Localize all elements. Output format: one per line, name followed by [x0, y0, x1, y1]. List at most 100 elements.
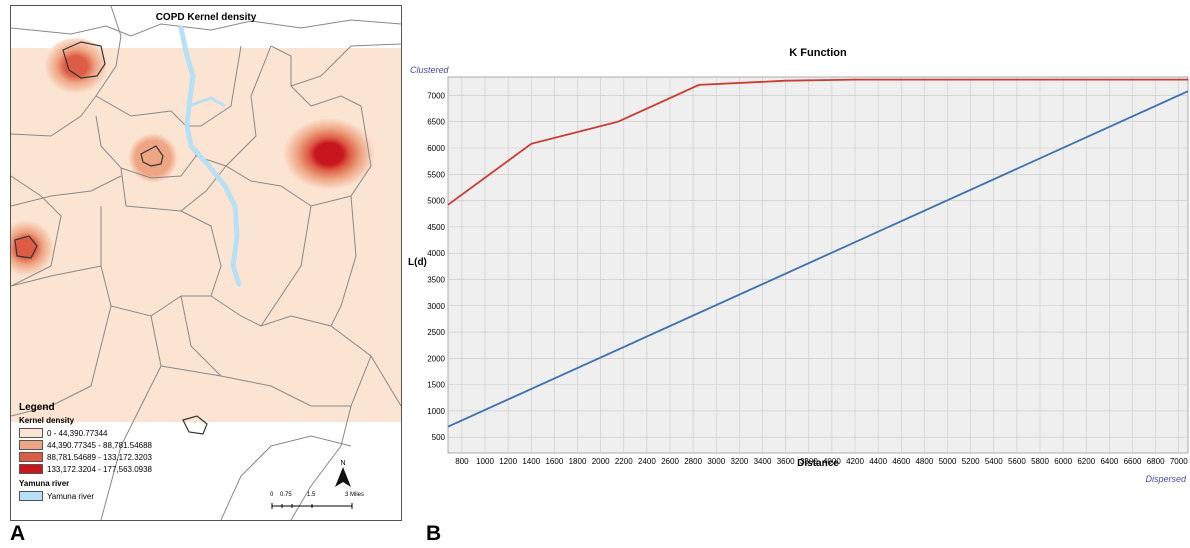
kernel-density-map: COPD Kernel density Legend Kernel densit…	[10, 5, 402, 521]
x-tick-label: 2800	[684, 457, 702, 466]
x-tick-label: 1000	[476, 457, 494, 466]
legend-class-row: 133,172.3204 - 177,563.0938	[19, 463, 152, 475]
yamuna-river	[178, 25, 242, 287]
x-tick-label: 3200	[730, 457, 748, 466]
hotspot-west	[11, 220, 54, 276]
observed-k-line	[447, 78, 1188, 206]
y-tick-label: 1000	[427, 407, 445, 416]
x-tick-label: 3000	[707, 457, 725, 466]
y-tick-label: 1500	[427, 381, 445, 390]
legend-class-row: 0 - 44,390.77344	[19, 427, 152, 439]
scale-tick-label: 1.5	[307, 492, 316, 498]
x-tick-label: 1200	[499, 457, 517, 466]
x-tick-label: 4600	[892, 457, 910, 466]
x-tick-label: 6600	[1124, 457, 1142, 466]
x-tick-label: 3400	[754, 457, 772, 466]
legend-river-title: Yamuna river	[19, 479, 70, 488]
y-tick-label: 2500	[427, 328, 445, 337]
legend-class-label: 133,172.3204 - 177,563.0938	[47, 464, 152, 474]
legend-swatch	[19, 452, 43, 462]
panel-label-a: A	[10, 522, 26, 545]
legend-river-swatch	[19, 491, 43, 501]
grid-lines	[448, 77, 1188, 453]
x-tick-label: 1400	[522, 457, 540, 466]
x-tick-label: 5400	[985, 457, 1003, 466]
scale-tick-label: 0.75	[280, 492, 292, 498]
x-tick-label: 6200	[1077, 457, 1095, 466]
scale-bar-shape	[271, 503, 353, 509]
x-tick-label: 4200	[846, 457, 864, 466]
x-axis-label: Distance	[797, 458, 839, 469]
y-tick-label: 2000	[427, 354, 445, 363]
north-arrow-shape	[335, 467, 351, 487]
plot-area	[447, 76, 1189, 454]
scale-bar: 0 0.75 1.5 3 Miles	[267, 492, 377, 512]
y-tick-label: 3500	[427, 275, 445, 284]
x-tick-label: 7000	[1170, 457, 1188, 466]
y-tick-label: 500	[432, 433, 446, 442]
legend-river-row: Yamuna river	[19, 490, 152, 502]
x-tick-label: 2600	[661, 457, 679, 466]
y-tick-labels: 500 1000 1500 2000 2500 3000 3500 4000 4500 5000 5…	[427, 91, 445, 442]
y-tick-label: 4500	[427, 223, 445, 232]
legend-class-label: 0 - 44,390.77344	[47, 428, 108, 438]
x-tick-labels: 800 1000 1200 1400 1600 1800 2000 2200 2400 2600 2…	[455, 457, 1188, 466]
hotspot-center	[128, 133, 178, 183]
legend-class-row: 88,781.54689 - 133,172.3203	[19, 451, 152, 463]
x-tick-label: 6400	[1100, 457, 1118, 466]
chart-title: K Function	[789, 47, 847, 59]
x-tick-label: 3600	[777, 457, 795, 466]
hotspot-north-west	[44, 38, 108, 94]
map-canvas	[11, 6, 401, 520]
y-tick-label: 5500	[427, 170, 445, 179]
x-tick-label: 5200	[962, 457, 980, 466]
x-tick-label: 1600	[545, 457, 563, 466]
x-tick-label: 6000	[1054, 457, 1072, 466]
scale-tick-label: 0	[270, 492, 274, 498]
x-tick-label: 1800	[569, 457, 587, 466]
data-series	[447, 78, 1189, 428]
legend-swatch	[19, 440, 43, 450]
density-raster	[11, 48, 401, 422]
x-tick-label: 800	[455, 457, 469, 466]
x-tick-label: 3800	[800, 457, 818, 466]
y-tick-label: 4000	[427, 249, 445, 258]
x-tick-label: 5000	[939, 457, 957, 466]
area-outline-3	[14, 235, 38, 259]
y-tick-label: 6500	[427, 118, 445, 127]
clustered-note: Clustered	[410, 65, 450, 75]
legend-class-row: 44,390.77345 - 88,781.54688	[19, 439, 152, 451]
panel-label-b: B	[426, 522, 442, 545]
x-tick-label: 4800	[915, 457, 933, 466]
legend-heading: Legend	[19, 402, 55, 413]
x-tick-label: 5600	[1008, 457, 1026, 466]
y-tick-label: 6000	[427, 144, 445, 153]
x-tick-label: 2200	[615, 457, 633, 466]
legend-river-label: Yamuna river	[47, 491, 94, 501]
yamuna-river-branch	[188, 96, 226, 108]
area-outline-2	[140, 145, 164, 167]
legend-swatch	[19, 464, 43, 474]
y-tick-label: 7000	[427, 91, 445, 100]
x-tick-label: 4000	[823, 457, 841, 466]
area-outline-1	[62, 41, 106, 79]
north-label: N	[340, 460, 346, 467]
expected-k-line	[447, 90, 1189, 428]
y-axis-label: L(d)	[408, 257, 427, 268]
x-tick-label: 6800	[1147, 457, 1165, 466]
y-tick-label: 3000	[427, 302, 445, 311]
x-tick-label: 2400	[638, 457, 656, 466]
map-title: COPD Kernel density	[155, 12, 257, 23]
area-outline-4	[182, 415, 208, 435]
dispersed-note: Dispersed	[1145, 474, 1187, 484]
map-legend: Legend Kernel density 0 - 44,390.77344 4…	[19, 402, 152, 502]
legend-swatch	[19, 428, 43, 438]
y-tick-label: 5000	[427, 197, 445, 206]
scale-tick-label: 3 Miles	[345, 492, 365, 498]
hotspot-east	[283, 118, 375, 190]
legend-class-label: 44,390.77345 - 88,781.54688	[47, 440, 152, 450]
north-arrow-icon: N	[333, 460, 353, 490]
x-tick-label: 2000	[592, 457, 610, 466]
legend-class-label: 88,781.54689 - 133,172.3203	[47, 452, 152, 462]
legend-density-title: Kernel density	[19, 416, 75, 425]
